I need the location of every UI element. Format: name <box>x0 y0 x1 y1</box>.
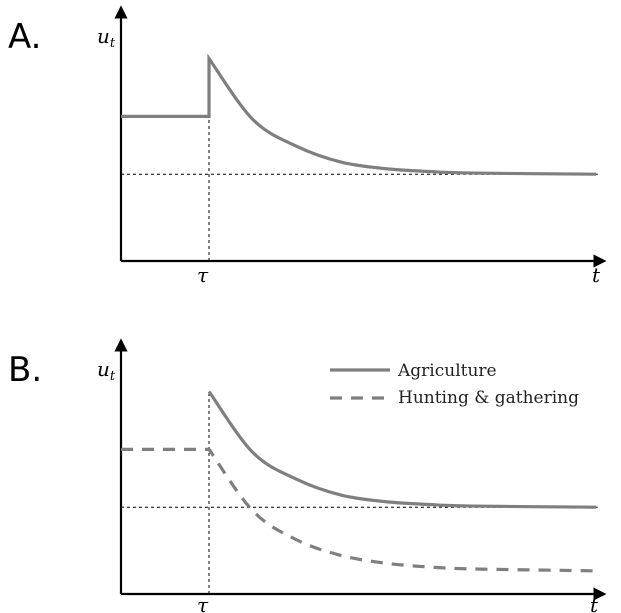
panel-b-y-axis-label-main: u <box>97 357 110 381</box>
panel-b: B. ut t τ Agriculture Hunting & gatherin… <box>8 338 607 613</box>
panel-b-y-axis-label-sub: t <box>110 369 116 384</box>
panel-a-y-axis-label-sub: t <box>110 36 116 51</box>
panel-b-x-tick-tau: τ <box>197 593 209 613</box>
panel-a-y-axis-label-main: u <box>97 24 110 48</box>
panel-a-label: A. <box>8 17 41 57</box>
panel-a-line-series-0 <box>121 53 597 176</box>
panel-b-line-agriculture <box>207 390 597 509</box>
legend-label-hunting-gathering: Hunting & gathering <box>398 388 579 408</box>
panel-b-y-axis-label: ut <box>97 357 116 384</box>
panel-a-y-axis-label: ut <box>97 24 116 51</box>
panel-a: A. ut t τ <box>8 5 607 287</box>
panel-b-line-hunting-gathering <box>121 447 597 573</box>
panel-b-label: B. <box>8 350 42 390</box>
panel-b-x-axis-label: t <box>590 593 599 613</box>
legend: Agriculture Hunting & gathering <box>330 361 579 408</box>
panel-a-x-axis-label: t <box>592 263 601 287</box>
legend-label-agriculture: Agriculture <box>397 361 497 381</box>
panel-a-x-tick-tau: τ <box>197 263 209 287</box>
